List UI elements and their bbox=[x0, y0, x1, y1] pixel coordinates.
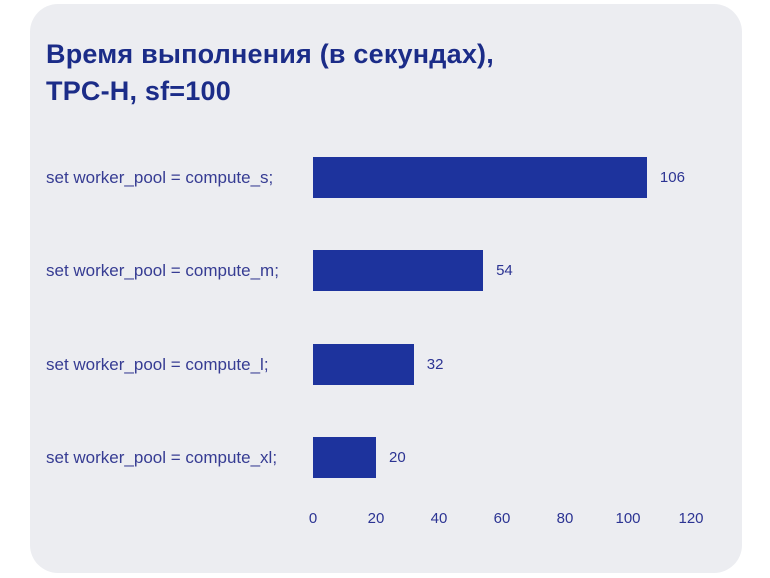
x-axis-tick-label: 120 bbox=[678, 510, 704, 527]
x-axis-tick-label: 100 bbox=[615, 510, 641, 527]
chart-title: Время выполнения (в секундах), TPC-H, sf… bbox=[46, 36, 494, 110]
x-axis-tick-label: 20 bbox=[367, 510, 385, 527]
chart-title-line-1: Время выполнения (в секундах), bbox=[46, 39, 494, 69]
bar bbox=[313, 344, 414, 385]
x-axis-tick-label: 80 bbox=[556, 510, 574, 527]
value-label: 106 bbox=[659, 169, 685, 186]
value-label: 20 bbox=[389, 449, 406, 466]
x-axis: 0 20 40 60 80 100 120 bbox=[0, 510, 770, 530]
value-label: 32 bbox=[426, 356, 444, 373]
bar-row: set worker_pool = compute_xl; 20 bbox=[0, 437, 770, 478]
chart-title-line-2: TPC-H, sf=100 bbox=[46, 76, 231, 106]
category-label: set worker_pool = compute_l; bbox=[46, 355, 269, 374]
category-label: set worker_pool = compute_xl; bbox=[46, 448, 278, 467]
bar-row: set worker_pool = compute_s; 106 bbox=[0, 157, 770, 198]
category-label: set worker_pool = compute_s; bbox=[46, 168, 274, 187]
x-axis-tick-label: 60 bbox=[493, 510, 511, 527]
bar bbox=[313, 437, 376, 478]
category-label: set worker_pool = compute_m; bbox=[46, 261, 279, 280]
value-label: 54 bbox=[496, 262, 513, 279]
x-axis-tick-label: 0 bbox=[308, 510, 318, 527]
bar bbox=[313, 157, 647, 198]
bar-row: set worker_pool = compute_m; 54 bbox=[0, 250, 770, 291]
bar bbox=[313, 250, 484, 291]
x-axis-tick-label: 40 bbox=[430, 510, 448, 527]
bar-row: set worker_pool = compute_l; 32 bbox=[0, 344, 770, 385]
